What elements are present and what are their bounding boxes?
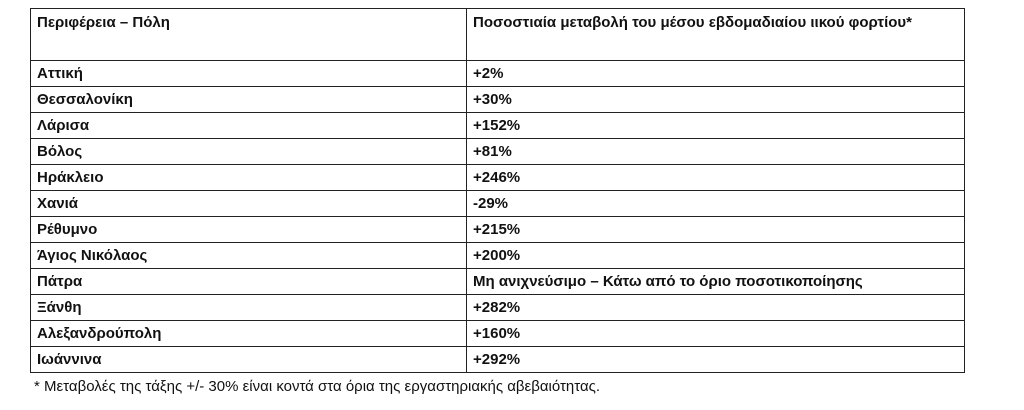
table-row: Πάτρα Μη ανιχνεύσιμο – Κάτω από το όριο π… bbox=[30, 268, 965, 295]
header-row: Περιφέρεια – Πόλη Ποσοστιαία μεταβολή του… bbox=[30, 8, 965, 61]
change-cell: +215% bbox=[466, 216, 965, 243]
change-cell: Μη ανιχνεύσιμο – Κάτω από το όριο ποσοτι… bbox=[466, 268, 965, 295]
change-cell: +200% bbox=[466, 242, 965, 269]
data-table: Περιφέρεια – Πόλη Ποσοστιαία μεταβολή του… bbox=[30, 8, 965, 373]
change-cell: +81% bbox=[466, 138, 965, 165]
table-row: Αττική +2% bbox=[30, 60, 965, 87]
region-cell: Ιωάννινα bbox=[30, 346, 467, 373]
change-cell: -29% bbox=[466, 190, 965, 217]
change-cell: Ποσοστιαία μεταβολή του μέσου εβδομαδιαί… bbox=[466, 8, 965, 61]
region-cell: Λάρισα bbox=[30, 112, 467, 139]
region-cell: Χανιά bbox=[30, 190, 467, 217]
region-cell: Ρέθυμνο bbox=[30, 216, 467, 243]
table-row: Χανιά -29% bbox=[30, 190, 965, 217]
change-cell: +246% bbox=[466, 164, 965, 191]
table-row: Άγιος Νικόλαος +200% bbox=[30, 242, 965, 269]
change-cell: +160% bbox=[466, 320, 965, 347]
table-row: Ιωάννινα +292% bbox=[30, 346, 965, 373]
table-row: Βόλος +81% bbox=[30, 138, 965, 165]
region-cell: Άγιος Νικόλαος bbox=[30, 242, 467, 269]
change-cell: +152% bbox=[466, 112, 965, 139]
region-cell: Βόλος bbox=[30, 138, 467, 165]
change-cell: +282% bbox=[466, 294, 965, 321]
change-cell: +30% bbox=[466, 86, 965, 113]
table-row: Ρέθυμνο +215% bbox=[30, 216, 965, 243]
table-row: Ηράκλειο +246% bbox=[30, 164, 965, 191]
region-cell: Θεσσαλονίκη bbox=[30, 86, 467, 113]
table-row: Ξάνθη +282% bbox=[30, 294, 965, 321]
footnote: * Μεταβολές της τάξης +/- 30% είναι κοντ… bbox=[34, 378, 601, 395]
region-cell: Πάτρα bbox=[30, 268, 467, 295]
table-row: Αλεξανδρούπολη +160% bbox=[30, 320, 965, 347]
table-row: Λάρισα +152% bbox=[30, 112, 965, 139]
region-cell: Περιφέρεια – Πόλη bbox=[30, 8, 467, 61]
region-cell: Αττική bbox=[30, 60, 467, 87]
region-cell: Αλεξανδρούπολη bbox=[30, 320, 467, 347]
table-row: Θεσσαλονίκη +30% bbox=[30, 86, 965, 113]
change-cell: +292% bbox=[466, 346, 965, 373]
change-cell: +2% bbox=[466, 60, 965, 87]
region-cell: Ξάνθη bbox=[30, 294, 467, 321]
region-cell: Ηράκλειο bbox=[30, 164, 467, 191]
